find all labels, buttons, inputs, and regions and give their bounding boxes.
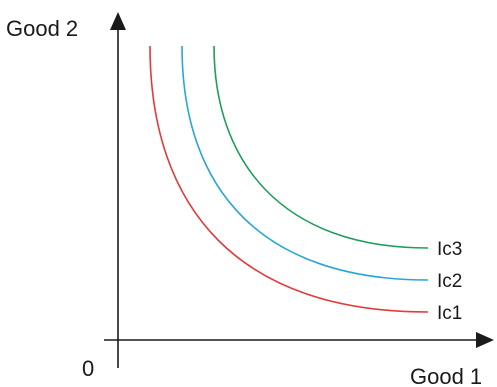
- curve-ic3: [213, 45, 429, 249]
- origin-label: 0: [82, 356, 94, 381]
- axes: [104, 12, 494, 368]
- y-axis-arrow-icon: [110, 12, 126, 30]
- curve-ic1: [149, 45, 429, 313]
- x-axis-arrow-icon: [476, 332, 494, 348]
- curve-ic2-label: Ic2: [437, 271, 462, 292]
- curve-ic3-label: Ic3: [437, 239, 462, 260]
- curve-ic1-label: Ic1: [437, 303, 462, 324]
- x-axis-label: Good 1: [410, 364, 482, 387]
- curve-ic2: [181, 45, 429, 281]
- indifference-curves: [149, 45, 429, 313]
- y-axis-label: Good 2: [6, 16, 78, 41]
